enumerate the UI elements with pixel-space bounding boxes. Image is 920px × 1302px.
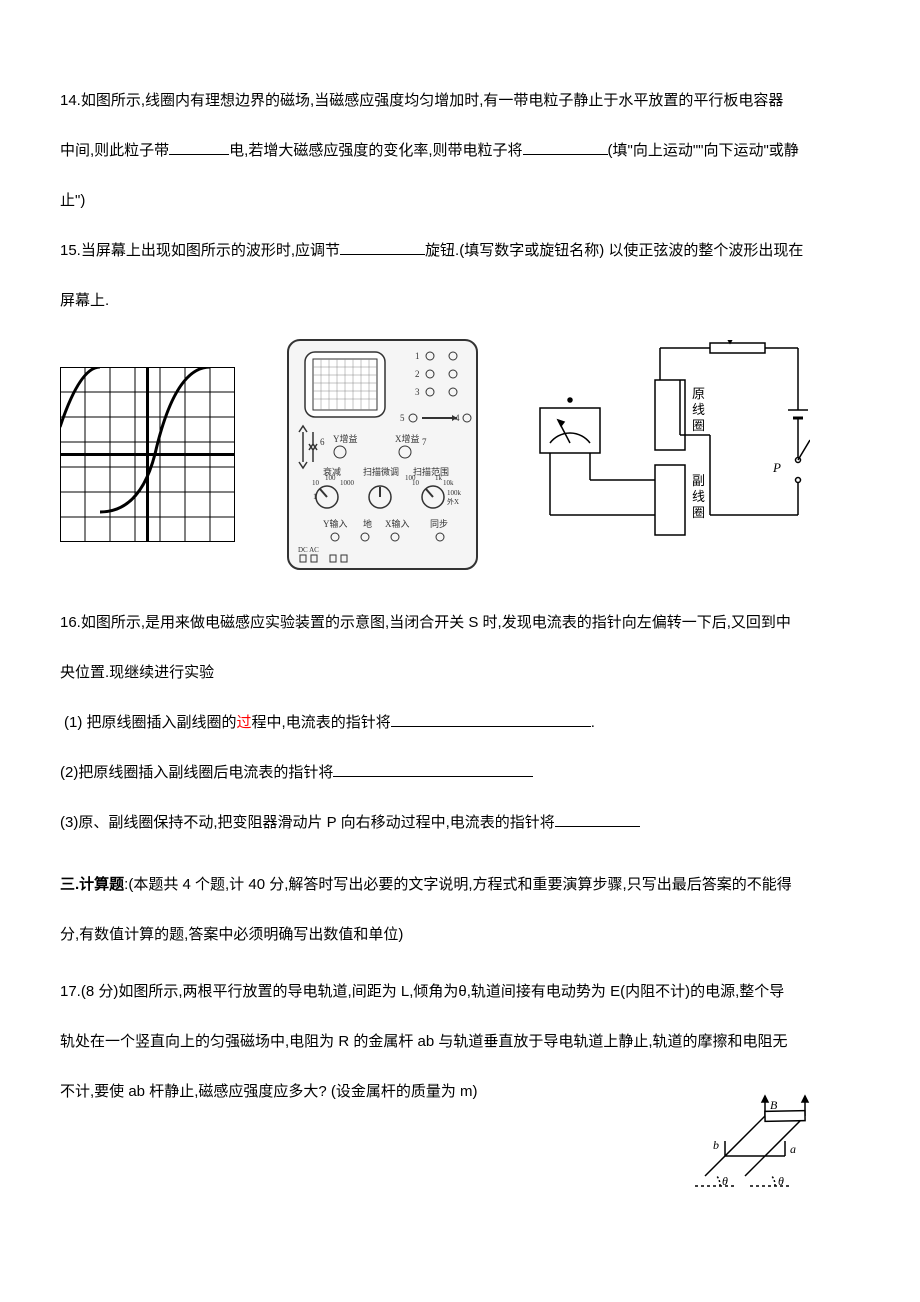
svg-text:P: P — [772, 460, 781, 475]
svg-text:B: B — [770, 1098, 778, 1112]
section3-text-b: 分,有数值计算的题,答案中必须明确写出数值和单位) — [60, 926, 403, 943]
question-16-p3: (3)原、副线圈保持不动,把变阻器滑动片 P 向右移动过程中,电流表的指针将 — [60, 802, 860, 844]
section3-label: 三.计算题 — [60, 876, 124, 893]
svg-text:1: 1 — [313, 492, 317, 501]
question-17-line2: 轨处在一个竖直向上的匀强磁场中,电阻为 R 的金属杆 ab 与轨道垂直放于导电轨… — [60, 1021, 860, 1063]
q16-p1-a: (1) 把原线圈插入副线圈的 — [64, 714, 237, 731]
blank-charge — [169, 137, 229, 155]
question-15: 15.当屏幕上出现如图所示的波形时,应调节 旋钮.(填写数字或旋钮名称) 以使正弦… — [60, 230, 860, 272]
question-15-line2: 屏幕上. — [60, 280, 860, 322]
svg-text:10: 10 — [312, 479, 320, 487]
svg-text:2: 2 — [415, 369, 420, 379]
blank-16-3 — [555, 809, 640, 827]
q14-text-c: 电,若增大磁感应强度的变化率,则带电粒子将 — [229, 142, 522, 159]
section3-text: :(本题共 4 个题,计 40 分,解答时写出必要的文字说明,方程式和重要演算步… — [124, 876, 792, 893]
circuit-figure: P P 原线圈 副线圈 — [530, 340, 810, 570]
primary-coil-label: 原线圈 — [692, 386, 705, 433]
q15-number: 15. — [60, 242, 81, 259]
svg-text:1k: 1k — [435, 474, 443, 482]
blank-knob — [340, 237, 425, 255]
blank-16-2 — [333, 759, 533, 777]
svg-text:b: b — [713, 1138, 719, 1152]
svg-text:外X: 外X — [447, 497, 459, 506]
q17-text-b: 轨处在一个竖直向上的匀强磁场中,电阻为 R 的金属杆 ab 与轨道垂直放于导电轨… — [60, 1033, 788, 1050]
svg-text:Y输入: Y输入 — [323, 518, 348, 529]
question-14-line3: 止") — [60, 180, 860, 222]
q16-p1-c: . — [591, 714, 595, 731]
waveform-grid-figure — [60, 367, 235, 542]
question-14-line2: 中间,则此粒子带 电,若增大磁感应强度的变化率,则带电粒子将 (填"向上运动""向下… — [60, 130, 860, 172]
svg-text:同步: 同步 — [430, 519, 448, 529]
q14-number: 14. — [60, 92, 81, 109]
q15-text-a: 当屏幕上出现如图所示的波形时,应调节 — [81, 242, 340, 259]
svg-text:扫描范围: 扫描范围 — [413, 466, 449, 477]
oscilloscope-figure: 1 2 3 54 Y增益X增益 67 衰减扫描微调扫描范围 101001000 … — [285, 337, 480, 572]
question-16-line2: 央位置.现继续进行实验 — [60, 652, 860, 694]
q16-p3: (3)原、副线圈保持不动,把变阻器滑动片 P 向右移动过程中,电流表的指针将 — [60, 814, 555, 831]
svg-text:DC AC: DC AC — [298, 546, 319, 554]
question-17: 17.(8 分)如图所示,两根平行放置的导电轨道,间距为 L,倾角为θ,轨道间接… — [60, 971, 860, 1013]
question-16-p2: (2)把原线圈插入副线圈后电流表的指针将 — [60, 752, 860, 794]
question-16: 16.如图所示,是用来做电磁感应实验装置的示意图,当闭合开关 S 时,发现电流表… — [60, 602, 860, 644]
q16-p1-red: 过 — [237, 714, 252, 731]
svg-text:θ: θ — [778, 1174, 784, 1188]
svg-text:X输入: X输入 — [385, 518, 410, 529]
svg-text:1: 1 — [415, 351, 420, 361]
svg-text:10k: 10k — [443, 479, 454, 487]
svg-text:X增益: X增益 — [395, 433, 420, 444]
svg-text:6: 6 — [320, 437, 325, 447]
svg-text:5: 5 — [400, 413, 405, 423]
figures-row: 1 2 3 54 Y增益X增益 67 衰减扫描微调扫描范围 101001000 … — [60, 337, 860, 572]
q14-text-a: 如图所示,线圈内有理想边界的磁场,当磁感应强度均匀增加时,有一带电粒子静止于水平… — [81, 92, 784, 109]
blank-motion — [523, 137, 608, 155]
svg-text:θ: θ — [722, 1174, 728, 1188]
section-3-line2: 分,有数值计算的题,答案中必须明确写出数值和单位) — [60, 914, 860, 956]
section-3-heading: 三.计算题:(本题共 4 个题,计 40 分,解答时写出必要的文字说明,方程式和… — [60, 864, 860, 906]
q14-text-d: (填"向上运动""向下运动"或静 — [608, 142, 799, 159]
svg-text:7: 7 — [422, 437, 427, 447]
q17-number: 17. — [60, 983, 81, 1000]
svg-text:扫描微调: 扫描微调 — [363, 466, 399, 477]
q14-text-e: 止") — [60, 192, 85, 209]
inclined-rail-figure: B b a θ θ — [690, 1091, 840, 1201]
q16-p2: (2)把原线圈插入副线圈后电流表的指针将 — [60, 764, 333, 781]
q16-number: 16. — [60, 614, 81, 631]
svg-text:100: 100 — [405, 474, 416, 482]
q15-text-c: 屏幕上. — [60, 292, 109, 309]
svg-text:100k: 100k — [447, 489, 462, 497]
svg-text:Y增益: Y增益 — [333, 433, 358, 444]
q14-text-b: 中间,则此粒子带 — [60, 142, 169, 159]
svg-text:地: 地 — [363, 518, 372, 529]
svg-text:3: 3 — [415, 387, 420, 397]
secondary-coil-label: 副线圈 — [692, 473, 705, 520]
q17-points: (8 分) — [81, 983, 119, 1000]
q16-p1-b: 程中,电流表的指针将 — [252, 714, 391, 731]
question-14: 14.如图所示,线圈内有理想边界的磁场,当磁感应强度均匀增加时,有一带电粒子静止… — [60, 80, 860, 122]
q17-text-a: 如图所示,两根平行放置的导电轨道,间距为 L,倾角为θ,轨道间接有电动势为 E(… — [118, 983, 784, 1000]
q16-text-b: 央位置.现继续进行实验 — [60, 664, 214, 681]
blank-16-1 — [391, 709, 591, 727]
svg-text:a: a — [790, 1142, 796, 1156]
q17-text-c: 不计,要使 ab 杆静止,磁感应强度应多大? (设金属杆的质量为 m) — [60, 1083, 478, 1100]
question-16-p1: (1) 把原线圈插入副线圈的过程中,电流表的指针将. — [64, 702, 860, 744]
svg-text:100: 100 — [325, 474, 336, 482]
q15-text-b: 旋钮.(填写数字或旋钮名称) 以使正弦波的整个波形出现在 — [425, 242, 803, 259]
svg-text:1000: 1000 — [340, 479, 355, 487]
q16-text-a: 如图所示,是用来做电磁感应实验装置的示意图,当闭合开关 S 时,发现电流表的指针… — [81, 614, 791, 631]
